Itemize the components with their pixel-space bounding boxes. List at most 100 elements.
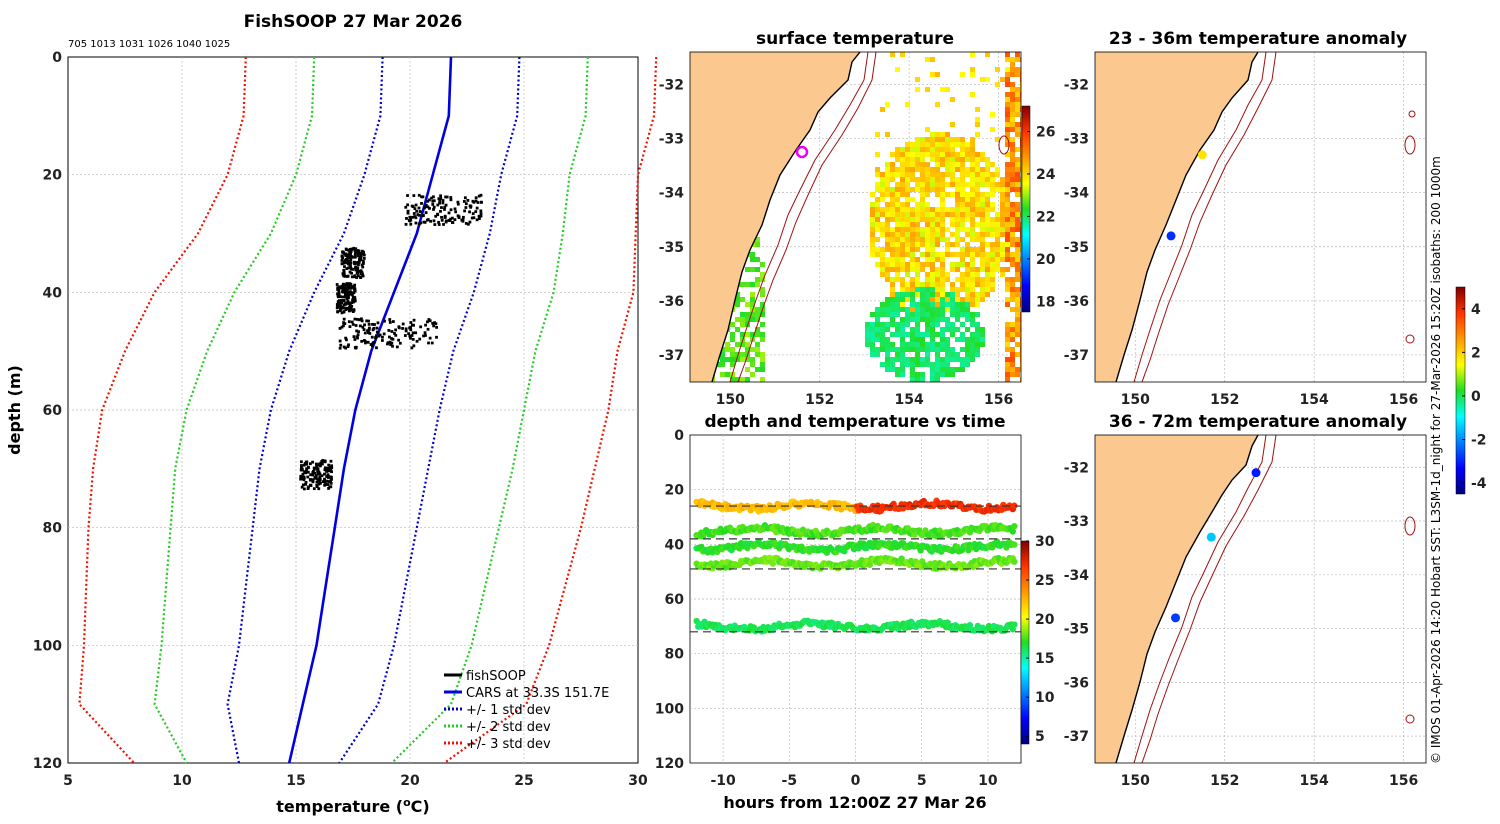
- fishsoop-point: [388, 318, 392, 321]
- sst-cell: [965, 357, 970, 362]
- sst-cell: [1020, 312, 1021, 317]
- sst-cell: [740, 357, 745, 362]
- sst-cell: [890, 362, 895, 367]
- fishsoop-point: [355, 335, 359, 339]
- sst-cell: [895, 182, 900, 187]
- sst-cell: [900, 167, 905, 172]
- sst-cell: [960, 262, 965, 267]
- sst-cell: [910, 152, 915, 157]
- sst-map-panel: surface temperature 150 152 154 156-32-33-3…: [659, 29, 1056, 408]
- fishsoop-point: [345, 301, 349, 305]
- sst-cell: [935, 297, 940, 302]
- sst-cell: [870, 327, 875, 332]
- sst-cell: [900, 322, 905, 327]
- fishsoop-point: [336, 295, 340, 299]
- sst-cell: [945, 237, 950, 242]
- sst-cell: [1015, 207, 1020, 212]
- sst-cell: [925, 277, 930, 282]
- sst-cell: [955, 252, 960, 257]
- sst-cell: [890, 187, 895, 192]
- sst-cell: [1020, 192, 1021, 197]
- sst-cell: [875, 132, 880, 137]
- sst-cell: [960, 282, 965, 287]
- sst-cell: [985, 287, 990, 292]
- sst-cell: [760, 272, 765, 277]
- sst-cell: [1010, 72, 1015, 77]
- fishsoop-point: [323, 480, 327, 484]
- sst-cell: [755, 312, 760, 317]
- fishsoop-point: [410, 334, 414, 337]
- sst-cell: [1010, 82, 1015, 87]
- sst-cell: [895, 357, 900, 362]
- sst-cell: [875, 327, 880, 332]
- sst-cell: [1005, 67, 1010, 72]
- anom1-xtick: 154: [1300, 392, 1329, 408]
- sst-cell: [970, 72, 975, 77]
- sst-cell: [925, 342, 930, 347]
- sst-cell: [1005, 197, 1010, 202]
- fishsoop-point: [326, 483, 330, 486]
- fishsoop-point: [314, 474, 318, 478]
- fishsoop-point: [423, 206, 426, 210]
- sst-cell: [930, 377, 935, 382]
- sst-cell: [920, 292, 925, 297]
- sst-cell: [900, 297, 905, 302]
- sst-cell: [900, 267, 905, 272]
- fishsoop-point: [351, 295, 355, 299]
- sst-cell: [910, 297, 915, 302]
- sst-cell: [940, 177, 945, 182]
- sst-cell: [895, 217, 900, 222]
- sst-cell: [940, 357, 945, 362]
- sst-cell: [760, 332, 765, 337]
- fishsoop-point: [380, 339, 384, 342]
- sst-cell: [1020, 162, 1021, 167]
- sst-cell: [935, 242, 940, 247]
- sst-cell: [1020, 167, 1021, 172]
- sst-cell: [940, 137, 945, 142]
- sst-cell: [945, 227, 950, 232]
- sst-cell: [990, 257, 995, 262]
- sst-cell: [915, 227, 920, 232]
- sst-cell: [1000, 257, 1005, 262]
- fishsoop-point: [300, 465, 303, 469]
- fishsoop-point: [469, 205, 472, 209]
- sst-cell: [930, 217, 935, 222]
- anom2-xtick: 156: [1389, 773, 1418, 789]
- fishsoop-point: [448, 219, 451, 223]
- sst-cell: [985, 282, 990, 287]
- sst-cell: [925, 177, 930, 182]
- sst-cell: [735, 302, 740, 307]
- sst-cell: [945, 137, 950, 142]
- sst-cell: [960, 297, 965, 302]
- sst-cell: [1020, 297, 1021, 302]
- sst-cell: [1010, 322, 1015, 327]
- sst-cell: [995, 227, 1000, 232]
- sst-cell: [965, 182, 970, 187]
- sst-cell: [735, 327, 740, 332]
- sst-cell: [1010, 127, 1015, 132]
- sst-cell: [905, 317, 910, 322]
- sst-cell: [950, 147, 955, 152]
- fishsoop-point: [421, 195, 425, 199]
- sst-cell: [970, 232, 975, 237]
- fishsoop-point: [432, 208, 435, 211]
- fishsoop-point: [346, 295, 350, 299]
- fishsoop-point: [352, 308, 356, 312]
- sst-cell: [1010, 217, 1015, 222]
- sst-cell: [875, 262, 880, 267]
- sst-cell: [885, 177, 890, 182]
- sst-cell: [1020, 282, 1021, 287]
- sst-cell: [905, 332, 910, 337]
- sst-cell: [1010, 232, 1015, 237]
- sst-cell: [945, 207, 950, 212]
- sst-cell: [935, 357, 940, 362]
- sst-cell: [1020, 287, 1021, 292]
- sst-cell: [1000, 197, 1005, 202]
- sst-cell: [950, 217, 955, 222]
- fishsoop-point: [479, 193, 483, 197]
- sst-cell: [995, 262, 1000, 267]
- sst-cell: [1020, 102, 1021, 107]
- fishsoop-point: [369, 343, 373, 346]
- sst-cell: [940, 367, 945, 372]
- sst-cell: [1020, 72, 1021, 77]
